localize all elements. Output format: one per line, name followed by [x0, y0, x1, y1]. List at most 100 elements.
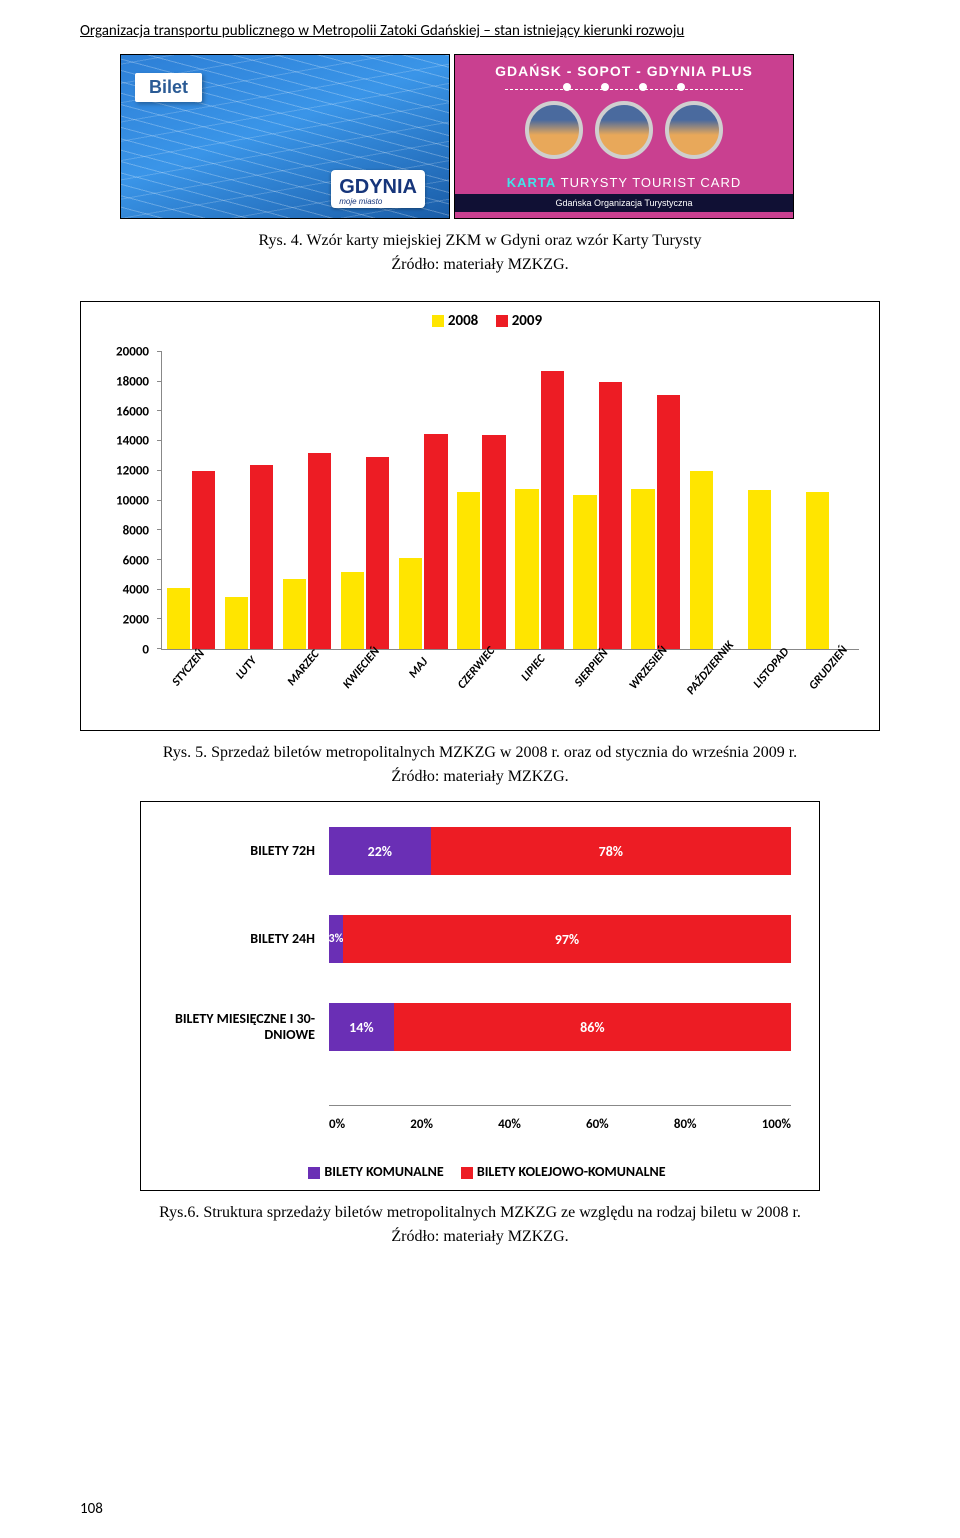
chart1-bar-2008	[399, 558, 422, 649]
tourist-card-title: KARTA TURYSTY TOURIST CARD	[455, 175, 793, 190]
chart1-bar-2009	[599, 382, 622, 649]
chart1-bar-2009	[657, 395, 680, 649]
chart2-seg-komunalne: 3%	[329, 915, 343, 963]
chart1-y-tick-label: 0	[142, 643, 149, 658]
chart-ticket-structure: BILETY 72H22%78% BILETY 24H3%97% BILETY MI…	[140, 801, 820, 1191]
chart1-bar-group	[278, 352, 336, 649]
chart2-x-tick-label: 100%	[762, 1117, 791, 1132]
legend-label-komunalne: BILETY KOMUNALNE	[324, 1163, 443, 1180]
chart2-legend: BILETY KOMUNALNE BILETY KOLEJOWO-KOMUNAL…	[141, 1163, 819, 1180]
gdynia-logo: GDYNIA moje miasto	[331, 170, 425, 208]
legend-swatch-2008	[432, 315, 444, 327]
chart1-bar-2009	[541, 371, 564, 649]
chart1-bar-2009	[424, 434, 447, 649]
chart1-bar-group	[569, 352, 627, 649]
chart2-row-label: BILETY MIESIĘCZNE I 30-DNIOWE	[169, 1011, 329, 1043]
chart2-row-label: BILETY 24H	[169, 931, 329, 947]
figure4-caption: Rys. 4. Wzór karty miejskiej ZKM w Gdyni…	[80, 229, 880, 277]
chart2-x-tick-label: 40%	[498, 1117, 521, 1132]
chart1-bar-group	[685, 352, 743, 649]
page-header: Organizacja transportu publicznego w Met…	[80, 0, 880, 48]
chart1-bar-group	[452, 352, 510, 649]
chart1-bar-group	[220, 352, 278, 649]
chart1-bar-2008	[283, 579, 306, 649]
chart1-bar-2009	[308, 453, 331, 649]
page-number: 108	[80, 1500, 103, 1518]
tourist-card-title-rest: TURYSTY TOURIST CARD	[556, 175, 741, 190]
promo-image-row: Bilet GDYNIA moje miasto GDAŃSK - SOPOT …	[120, 54, 880, 219]
chart1-bar-2008	[225, 597, 248, 649]
chart1-y-tick-label: 8000	[123, 523, 149, 538]
legend-label-2008: 2008	[448, 312, 478, 330]
chart2-bar: 14%86%	[329, 1003, 791, 1051]
figure5-caption-line2: Źródło: materiały MZKZG.	[391, 768, 568, 785]
gdynia-logo-text: GDYNIA	[339, 176, 417, 198]
chart1-bar-2008	[690, 471, 713, 649]
chart2-x-tick-label: 80%	[674, 1117, 697, 1132]
chart2-row: BILETY 24H3%97%	[169, 908, 791, 970]
chart1-x-labels: STYCZEŃLUTYMARZECKWIECIEŃMAJCZERWIECLIPI…	[161, 656, 859, 724]
promo-card-zkm-gdynia: Bilet GDYNIA moje miasto	[120, 54, 450, 219]
chart1-bar-group	[510, 352, 568, 649]
legend-label-kolejowo: BILETY KOLEJOWO-KOMUNALNE	[477, 1163, 666, 1180]
chart1-bar-group	[394, 352, 452, 649]
chart1-bar-group	[162, 352, 220, 649]
chart2-row-label: BILETY 72H	[169, 843, 329, 859]
gdynia-logo-sub: moje miasto	[339, 197, 417, 206]
chart1-bar-2008	[748, 490, 771, 649]
chart1-bar-2008	[806, 492, 829, 649]
chart2-row: BILETY MIESIĘCZNE I 30-DNIOWE14%86%	[169, 996, 791, 1058]
chart1-y-tick-label: 10000	[116, 494, 149, 509]
figure4-caption-line2: Źródło: materiały MZKZG.	[391, 256, 568, 273]
legend-swatch-kolejowo	[461, 1167, 473, 1179]
chart2-seg-komunalne: 22%	[329, 827, 431, 875]
figure5-caption: Rys. 5. Sprzedaż biletów metropolitalnyc…	[80, 741, 880, 789]
figure5-caption-line1: Rys. 5. Sprzedaż biletów metropolitalnyc…	[163, 741, 797, 765]
chart1-bar-group	[801, 352, 859, 649]
chart1-bar-group	[336, 352, 394, 649]
chart1-bar-2009	[192, 471, 215, 649]
chart2-x-tick-label: 0%	[329, 1117, 345, 1132]
chart2-seg-komunalne: 14%	[329, 1003, 394, 1051]
promo-card-tourist: GDAŃSK - SOPOT - GDYNIA PLUS KARTA TURYS…	[454, 54, 794, 219]
chart1-y-tick-label: 14000	[116, 434, 149, 449]
chart1-legend: 2008 2009	[95, 312, 865, 330]
chart1-bar-2008	[515, 489, 538, 649]
chart1-bar-group	[743, 352, 801, 649]
chart1-bar-group	[627, 352, 685, 649]
chart1-bar-2008	[167, 588, 190, 649]
chart1-bar-2008	[631, 489, 654, 649]
chart1-y-tick-label: 20000	[116, 345, 149, 360]
chart1-bar-2009	[366, 457, 389, 649]
chart1-y-labels: 0200040006000800010000120001400016000180…	[91, 352, 155, 650]
chart2-row: BILETY 72H22%78%	[169, 820, 791, 882]
tourist-card-cities: GDAŃSK - SOPOT - GDYNIA PLUS	[455, 55, 793, 79]
chart1-y-tick-label: 12000	[116, 464, 149, 479]
chart2-seg-kolejowo: 86%	[394, 1003, 791, 1051]
chart1-bar-2009	[250, 465, 273, 649]
chart1-bar-2008	[341, 572, 364, 649]
legend-swatch-2009	[496, 315, 508, 327]
chart1-y-tick-label: 2000	[123, 613, 149, 628]
legend-label-2009: 2009	[512, 312, 542, 330]
bilet-label: Bilet	[135, 73, 202, 102]
tourist-card-org: Gdańska Organizacja Turystyczna	[455, 194, 793, 212]
chart1-y-tick-label: 6000	[123, 553, 149, 568]
chart2-x-tick-label: 60%	[586, 1117, 609, 1132]
legend-swatch-komunalne	[308, 1167, 320, 1179]
tourist-card-title-karta: KARTA	[507, 175, 557, 190]
chart1-bar-2008	[573, 495, 596, 649]
chart1-bars	[162, 352, 859, 649]
chart1-y-tick-label: 16000	[116, 404, 149, 419]
figure4-caption-line1: Rys. 4. Wzór karty miejskiej ZKM w Gdyni…	[258, 232, 701, 249]
chart1-plot-area	[161, 352, 859, 650]
figure6-caption-line1: Rys.6. Struktura sprzedaży biletów metro…	[159, 1201, 801, 1225]
tourist-card-dots	[455, 83, 793, 91]
figure6-caption-line2: Źródło: materiały MZKZG.	[391, 1228, 568, 1245]
chart2-seg-kolejowo: 97%	[343, 915, 791, 963]
chart1-y-tick-label: 4000	[123, 583, 149, 598]
chart1-y-tick-label: 18000	[116, 374, 149, 389]
chart2-rows: BILETY 72H22%78% BILETY 24H3%97% BILETY MI…	[169, 820, 791, 1084]
chart1-bar-2009	[482, 435, 505, 649]
chart2-x-labels: 0%20%40%60%80%100%	[329, 1117, 791, 1132]
